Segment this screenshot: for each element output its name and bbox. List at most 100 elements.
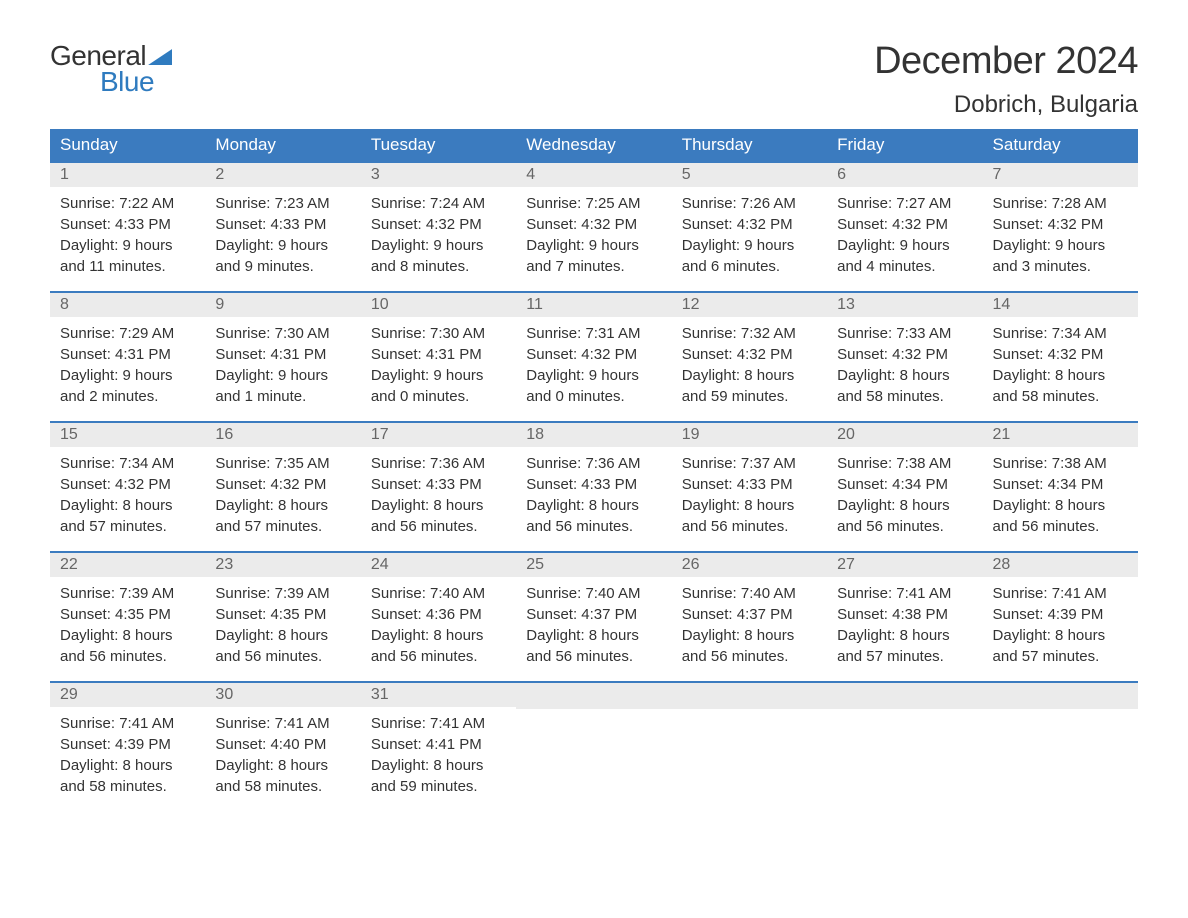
daylight-line: Daylight: 8 hours and 56 minutes. <box>837 495 972 537</box>
day-content: Sunrise: 7:41 AMSunset: 4:40 PMDaylight:… <box>205 707 360 803</box>
logo-flag-icon <box>148 49 172 65</box>
calendar-day-cell <box>672 682 827 812</box>
sunset-line: Sunset: 4:33 PM <box>682 474 817 495</box>
sunrise-line: Sunrise: 7:29 AM <box>60 323 195 344</box>
day-number: 11 <box>516 293 671 317</box>
sunrise-line: Sunrise: 7:36 AM <box>526 453 661 474</box>
calendar-week-row: 15Sunrise: 7:34 AMSunset: 4:32 PMDayligh… <box>50 422 1138 552</box>
sunrise-line: Sunrise: 7:32 AM <box>682 323 817 344</box>
day-number: 5 <box>672 163 827 187</box>
sunset-line: Sunset: 4:34 PM <box>993 474 1128 495</box>
sunrise-line: Sunrise: 7:38 AM <box>993 453 1128 474</box>
day-content: Sunrise: 7:40 AMSunset: 4:37 PMDaylight:… <box>516 577 671 673</box>
calendar-day-cell: 19Sunrise: 7:37 AMSunset: 4:33 PMDayligh… <box>672 422 827 552</box>
daylight-line: Daylight: 8 hours and 57 minutes. <box>60 495 195 537</box>
sunrise-line: Sunrise: 7:23 AM <box>215 193 350 214</box>
daylight-line: Daylight: 9 hours and 0 minutes. <box>526 365 661 407</box>
day-content: Sunrise: 7:40 AMSunset: 4:37 PMDaylight:… <box>672 577 827 673</box>
sunset-line: Sunset: 4:31 PM <box>371 344 506 365</box>
daylight-line: Daylight: 8 hours and 56 minutes. <box>526 625 661 667</box>
day-content: Sunrise: 7:41 AMSunset: 4:38 PMDaylight:… <box>827 577 982 673</box>
day-content: Sunrise: 7:23 AMSunset: 4:33 PMDaylight:… <box>205 187 360 283</box>
day-number: 3 <box>361 163 516 187</box>
day-number: 26 <box>672 553 827 577</box>
sunrise-line: Sunrise: 7:34 AM <box>60 453 195 474</box>
sunset-line: Sunset: 4:36 PM <box>371 604 506 625</box>
day-number: 15 <box>50 423 205 447</box>
sunrise-line: Sunrise: 7:30 AM <box>215 323 350 344</box>
calendar-week-row: 29Sunrise: 7:41 AMSunset: 4:39 PMDayligh… <box>50 682 1138 812</box>
daylight-line: Daylight: 9 hours and 0 minutes. <box>371 365 506 407</box>
calendar-day-cell: 7Sunrise: 7:28 AMSunset: 4:32 PMDaylight… <box>983 162 1138 292</box>
day-content: Sunrise: 7:30 AMSunset: 4:31 PMDaylight:… <box>205 317 360 413</box>
sunrise-line: Sunrise: 7:41 AM <box>371 713 506 734</box>
sunrise-line: Sunrise: 7:26 AM <box>682 193 817 214</box>
daylight-line: Daylight: 9 hours and 2 minutes. <box>60 365 195 407</box>
sunset-line: Sunset: 4:32 PM <box>682 214 817 235</box>
daylight-line: Daylight: 8 hours and 56 minutes. <box>371 495 506 537</box>
calendar-day-cell: 3Sunrise: 7:24 AMSunset: 4:32 PMDaylight… <box>361 162 516 292</box>
calendar-day-cell: 12Sunrise: 7:32 AMSunset: 4:32 PMDayligh… <box>672 292 827 422</box>
calendar-day-cell: 14Sunrise: 7:34 AMSunset: 4:32 PMDayligh… <box>983 292 1138 422</box>
daylight-line: Daylight: 8 hours and 59 minutes. <box>682 365 817 407</box>
day-content: Sunrise: 7:35 AMSunset: 4:32 PMDaylight:… <box>205 447 360 543</box>
sunset-line: Sunset: 4:39 PM <box>60 734 195 755</box>
sunrise-line: Sunrise: 7:25 AM <box>526 193 661 214</box>
day-content: Sunrise: 7:24 AMSunset: 4:32 PMDaylight:… <box>361 187 516 283</box>
weekday-header: Thursday <box>672 129 827 162</box>
day-content: Sunrise: 7:40 AMSunset: 4:36 PMDaylight:… <box>361 577 516 673</box>
sunrise-line: Sunrise: 7:40 AM <box>682 583 817 604</box>
day-number: 28 <box>983 553 1138 577</box>
daylight-line: Daylight: 8 hours and 57 minutes. <box>215 495 350 537</box>
calendar-day-cell: 6Sunrise: 7:27 AMSunset: 4:32 PMDaylight… <box>827 162 982 292</box>
sunset-line: Sunset: 4:31 PM <box>215 344 350 365</box>
daylight-line: Daylight: 8 hours and 58 minutes. <box>60 755 195 797</box>
sunset-line: Sunset: 4:35 PM <box>215 604 350 625</box>
day-number: 13 <box>827 293 982 317</box>
sunrise-line: Sunrise: 7:37 AM <box>682 453 817 474</box>
calendar-table: Sunday Monday Tuesday Wednesday Thursday… <box>50 129 1138 812</box>
daylight-line: Daylight: 9 hours and 7 minutes. <box>526 235 661 277</box>
day-number: 18 <box>516 423 671 447</box>
calendar-day-cell: 21Sunrise: 7:38 AMSunset: 4:34 PMDayligh… <box>983 422 1138 552</box>
sunrise-line: Sunrise: 7:36 AM <box>371 453 506 474</box>
calendar-day-cell: 1Sunrise: 7:22 AMSunset: 4:33 PMDaylight… <box>50 162 205 292</box>
sunset-line: Sunset: 4:32 PM <box>215 474 350 495</box>
daylight-line: Daylight: 8 hours and 56 minutes. <box>682 625 817 667</box>
calendar-day-cell <box>827 682 982 812</box>
daylight-line: Daylight: 9 hours and 3 minutes. <box>993 235 1128 277</box>
sunset-line: Sunset: 4:34 PM <box>837 474 972 495</box>
sunrise-line: Sunrise: 7:41 AM <box>837 583 972 604</box>
daylight-line: Daylight: 8 hours and 58 minutes. <box>215 755 350 797</box>
day-number: 1 <box>50 163 205 187</box>
sunrise-line: Sunrise: 7:22 AM <box>60 193 195 214</box>
day-number: 7 <box>983 163 1138 187</box>
day-content: Sunrise: 7:28 AMSunset: 4:32 PMDaylight:… <box>983 187 1138 283</box>
calendar-day-cell: 13Sunrise: 7:33 AMSunset: 4:32 PMDayligh… <box>827 292 982 422</box>
day-number: 22 <box>50 553 205 577</box>
calendar-day-cell <box>983 682 1138 812</box>
calendar-day-cell: 17Sunrise: 7:36 AMSunset: 4:33 PMDayligh… <box>361 422 516 552</box>
calendar-day-cell: 15Sunrise: 7:34 AMSunset: 4:32 PMDayligh… <box>50 422 205 552</box>
daylight-line: Daylight: 8 hours and 56 minutes. <box>215 625 350 667</box>
calendar-day-cell: 31Sunrise: 7:41 AMSunset: 4:41 PMDayligh… <box>361 682 516 812</box>
day-number: 21 <box>983 423 1138 447</box>
day-number-empty <box>516 683 671 709</box>
sunrise-line: Sunrise: 7:35 AM <box>215 453 350 474</box>
daylight-line: Daylight: 9 hours and 1 minute. <box>215 365 350 407</box>
sunset-line: Sunset: 4:41 PM <box>371 734 506 755</box>
sunset-line: Sunset: 4:33 PM <box>371 474 506 495</box>
sunset-line: Sunset: 4:32 PM <box>526 344 661 365</box>
day-content: Sunrise: 7:30 AMSunset: 4:31 PMDaylight:… <box>361 317 516 413</box>
sunset-line: Sunset: 4:33 PM <box>60 214 195 235</box>
logo: General Blue <box>50 40 172 98</box>
sunset-line: Sunset: 4:38 PM <box>837 604 972 625</box>
sunrise-line: Sunrise: 7:28 AM <box>993 193 1128 214</box>
sunset-line: Sunset: 4:31 PM <box>60 344 195 365</box>
day-content: Sunrise: 7:38 AMSunset: 4:34 PMDaylight:… <box>983 447 1138 543</box>
weekday-header: Monday <box>205 129 360 162</box>
weekday-header: Tuesday <box>361 129 516 162</box>
calendar-day-cell: 29Sunrise: 7:41 AMSunset: 4:39 PMDayligh… <box>50 682 205 812</box>
weekday-header: Sunday <box>50 129 205 162</box>
sunrise-line: Sunrise: 7:39 AM <box>215 583 350 604</box>
